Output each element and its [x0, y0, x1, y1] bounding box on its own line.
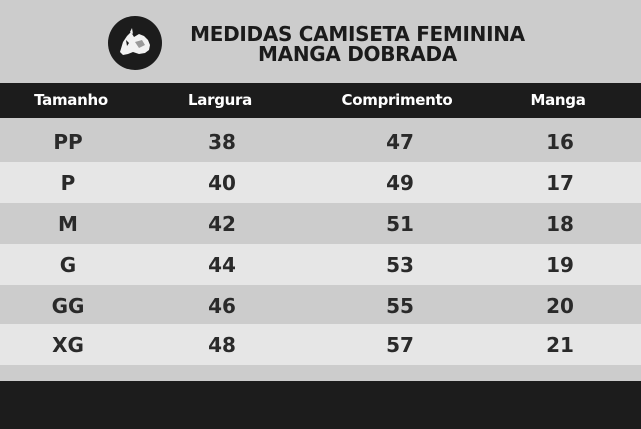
title-line-1: MEDIDAS CAMISETA FEMININA [190, 22, 525, 46]
size-cell: M [58, 212, 78, 236]
largura-cell: 40 [208, 171, 236, 195]
table-row: GG 46 55 20 [0, 285, 641, 326]
title-area: MEDIDAS CAMISETA FEMININA MANGA DOBRADA [0, 0, 641, 83]
comprimento-cell: 51 [386, 212, 414, 236]
comprimento-cell: 53 [386, 253, 414, 277]
size-cell: P [60, 171, 76, 195]
table-row: XG 48 57 21 [0, 324, 641, 365]
column-header-largura: Largura [188, 91, 252, 109]
comprimento-cell: 47 [386, 130, 414, 154]
manga-cell: 18 [546, 212, 574, 236]
comprimento-cell: 57 [386, 333, 414, 357]
largura-cell: 44 [208, 253, 236, 277]
manga-cell: 17 [546, 171, 574, 195]
manga-cell: 21 [546, 333, 574, 357]
title-line-2: MANGA DOBRADA [258, 42, 457, 66]
manga-cell: 20 [546, 294, 574, 318]
size-cell: XG [52, 333, 84, 357]
comprimento-cell: 49 [386, 171, 414, 195]
size-cell: GG [51, 294, 85, 318]
table-row: PP 38 47 16 [0, 121, 641, 162]
comprimento-cell: 55 [386, 294, 414, 318]
rhino-icon [120, 28, 150, 55]
table-row: P 40 49 17 [0, 162, 641, 203]
largura-cell: 48 [208, 333, 236, 357]
table-header: Tamanho Largura Comprimento Manga [0, 83, 641, 118]
column-header-comprimento: Comprimento [341, 91, 453, 109]
table-row: G 44 53 19 [0, 244, 641, 285]
largura-cell: 42 [208, 212, 236, 236]
table-bottom-strip [0, 365, 641, 381]
size-cell: G [59, 253, 77, 277]
size-cell: PP [53, 130, 83, 154]
manga-cell: 19 [546, 253, 574, 277]
column-header-tamanho: Tamanho [34, 91, 108, 109]
table-row: M 42 51 18 [0, 203, 641, 244]
brand-logo [108, 16, 162, 70]
column-header-manga: Manga [530, 91, 586, 109]
largura-cell: 38 [208, 130, 236, 154]
page-title: MEDIDAS CAMISETA FEMININA MANGA DOBRADA [170, 24, 545, 64]
largura-cell: 46 [208, 294, 236, 318]
manga-cell: 16 [546, 130, 574, 154]
footer-bar [0, 381, 641, 429]
